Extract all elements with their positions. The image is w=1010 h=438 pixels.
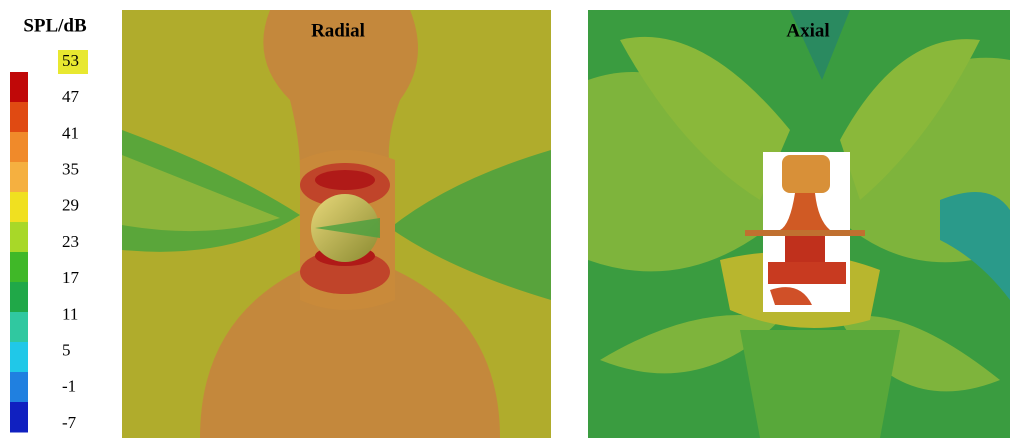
axial-contour: [588, 10, 1010, 438]
legend-tick-label: 47: [62, 87, 80, 106]
color-segment: [10, 72, 28, 103]
legend-tick-label: 5: [62, 341, 71, 360]
color-segment: [10, 102, 28, 133]
color-bar: [10, 72, 28, 433]
legend-tick-label: 29: [62, 196, 79, 215]
color-segment: [10, 222, 28, 253]
legend-tick-label: 41: [62, 123, 79, 142]
color-segment: [10, 132, 28, 163]
panel-title: Radial: [311, 20, 365, 41]
legend-tick-label: 23: [62, 232, 79, 251]
legend-title: SPL/dB: [23, 15, 87, 36]
legend-tick-label: -7: [62, 413, 77, 432]
color-segment: [10, 192, 28, 223]
color-segment: [10, 252, 28, 283]
panel-title: Axial: [786, 20, 829, 41]
legend-tick-label: 35: [62, 160, 79, 179]
color-segment: [10, 282, 28, 313]
figure: SPL/dB 53 47 41 35 29 23 17 11 5 -1 -7 Radial: [0, 0, 1010, 438]
color-segment: [10, 372, 28, 403]
color-segment: [10, 162, 28, 193]
legend-tick-label: 11: [62, 304, 78, 323]
radial-contour: [122, 10, 551, 438]
color-segment: [10, 402, 28, 433]
legend-tick-label: -1: [62, 377, 76, 396]
legend-tick-label: 17: [62, 268, 80, 287]
color-segment: [10, 312, 28, 343]
legend-tick-label: 53: [62, 51, 79, 70]
color-segment: [10, 342, 28, 373]
